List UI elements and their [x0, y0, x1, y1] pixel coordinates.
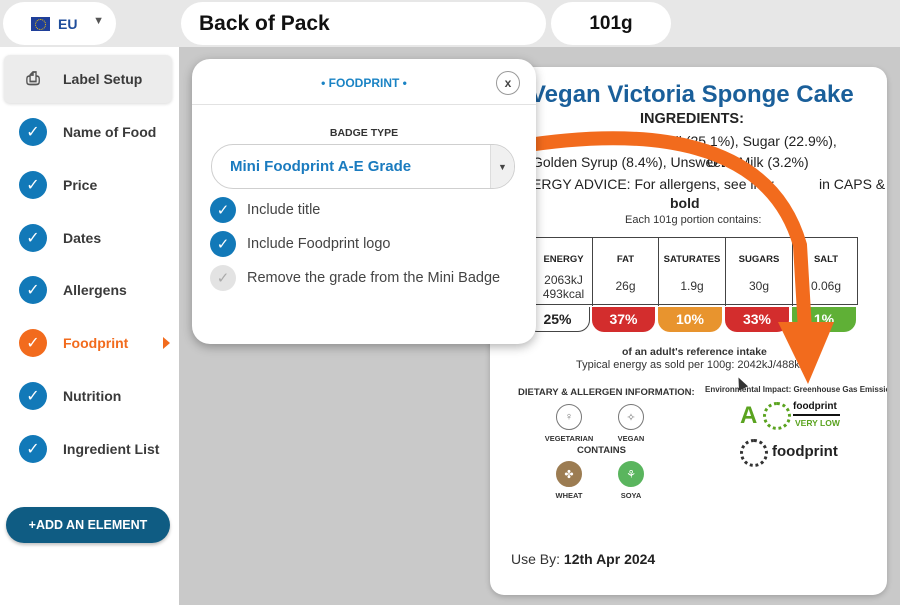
- sidebar-item-label: Dates: [63, 230, 102, 246]
- badge-label: WHEAT: [555, 491, 583, 500]
- use-by-date: 12th Apr 2024: [563, 551, 656, 567]
- soya-icon: ⚘: [618, 461, 644, 487]
- nutrition-table: ENERGY 2063kJ 493kcal FAT 26g SATURATES 1…: [534, 237, 858, 306]
- sidebar-item-label: Price: [63, 177, 98, 193]
- use-by-label: Use By:: [511, 551, 561, 567]
- badge-label: SOYA: [620, 491, 642, 500]
- divider: [192, 104, 536, 105]
- foodprint-grade: A: [740, 402, 758, 429]
- check-icon: ✓: [19, 329, 47, 357]
- sidebar-item-name-of-food[interactable]: ✓ Name of Food: [4, 108, 172, 156]
- remove-grade-checkbox[interactable]: ✓ Remove the grade from the Mini Badge: [210, 265, 500, 291]
- chevron-down-icon: ▼: [490, 145, 514, 188]
- active-arrow-icon: [163, 337, 170, 349]
- foodprint-settings-panel: • FOODPRINT • x BADGE TYPE Mini Foodprin…: [192, 59, 536, 344]
- badge-label: VEGETARIAN: [544, 434, 594, 443]
- nutrition-column: ENERGY 2063kJ 493kcal: [535, 238, 593, 306]
- sidebar-item-label: Foodprint: [63, 335, 129, 351]
- badge-type-value: Mini Foodprint A-E Grade: [230, 158, 412, 175]
- wheat-icon: ✤: [556, 461, 582, 487]
- foodprint-logo-text: foodprint: [772, 443, 838, 460]
- option-label: Remove the grade from the Mini Badge: [247, 270, 501, 286]
- check-icon: ✓: [19, 224, 47, 252]
- badge-type-label: BADGE TYPE: [329, 127, 399, 139]
- chevron-down-icon: ▼: [93, 15, 104, 27]
- foodprint-logo-icon: [740, 439, 768, 467]
- ri-badge-fat: 37%: [592, 307, 655, 332]
- sidebar-item-allergens[interactable]: ✓ Allergens: [4, 266, 172, 314]
- sidebar: ⎙ Label Setup ✓ Name of Food ✓ Price ✓ D…: [0, 47, 179, 605]
- close-button[interactable]: x: [496, 71, 520, 95]
- pack-name-field[interactable]: Back of Pack: [181, 2, 546, 45]
- sidebar-item-price[interactable]: ✓ Price: [4, 161, 172, 209]
- allergy-advice: ERGY ADVICE: For allergens, see ingr: [532, 176, 774, 192]
- check-icon: ✓: [19, 382, 47, 410]
- region-code: EU: [58, 15, 78, 32]
- check-icon: ✓: [19, 435, 47, 463]
- portion-text: Each 101g portion contains:: [625, 214, 762, 226]
- include-logo-checkbox[interactable]: ✓ Include Foodprint logo: [210, 231, 391, 257]
- sidebar-item-dates[interactable]: ✓ Dates: [4, 214, 172, 262]
- badge-label: VEGAN: [617, 434, 645, 443]
- foodprint-globe-icon: [763, 402, 791, 430]
- sidebar-item-label: Label Setup: [63, 71, 143, 87]
- top-bar: EU ▼ Back of Pack 101g: [0, 0, 900, 47]
- ri-badge-saturates: 10%: [658, 307, 722, 332]
- check-icon: ✓: [19, 276, 47, 304]
- printer-icon: ⎙: [26, 69, 40, 88]
- option-label: Include Foodprint logo: [247, 236, 391, 252]
- allergy-advice: in CAPS &: [819, 176, 886, 192]
- add-element-button[interactable]: +ADD AN ELEMENT: [6, 507, 170, 543]
- label-preview: Vegan Victoria Sponge Cake INGREDIENTS: …: [490, 67, 887, 595]
- sidebar-item-label: Ingredient List: [63, 441, 160, 457]
- option-label: Include title: [247, 202, 321, 218]
- include-title-checkbox[interactable]: ✓ Include title: [210, 197, 320, 223]
- foodprint-brand: foodprint: [793, 401, 837, 412]
- food-name: Vegan Victoria Sponge Cake: [530, 81, 854, 108]
- sidebar-item-label: Allergens: [63, 282, 127, 298]
- sidebar-item-foodprint[interactable]: ✓ Foodprint: [4, 319, 172, 367]
- eu-flag-icon: [31, 16, 50, 31]
- pack-weight-field[interactable]: 101g: [551, 2, 671, 45]
- divider: [793, 414, 840, 416]
- ingredients-line: Golden Syrup (8.4%), Unsweete: [532, 154, 733, 170]
- check-icon: ✓: [210, 265, 236, 291]
- contains-heading: CONTAINS: [577, 445, 626, 456]
- check-icon: ✓: [210, 231, 236, 257]
- typical-energy-text: Typical energy as sold per 100g: 2042kJ/…: [576, 359, 800, 371]
- environmental-impact-heading: Environmental Impact: Greenhouse Gas Emi…: [705, 385, 887, 394]
- use-by: Use By: 12th Apr 2024: [511, 551, 655, 567]
- panel-title: • FOODPRINT •: [321, 76, 407, 90]
- badge-type-select[interactable]: Mini Foodprint A-E Grade ▼: [211, 144, 515, 189]
- ri-badge-sugars: 33%: [725, 307, 789, 332]
- sidebar-item-label: Name of Food: [63, 124, 157, 140]
- dietary-heading: DIETARY & ALLERGEN INFORMATION:: [518, 387, 695, 398]
- sidebar-item-label-setup[interactable]: ⎙ Label Setup: [4, 55, 172, 103]
- vegetarian-icon: ♀: [556, 404, 582, 430]
- check-icon: ✓: [210, 197, 236, 223]
- nutrition-column: FAT 26g: [593, 238, 659, 306]
- allergy-advice-bold: bold: [670, 195, 700, 211]
- sidebar-item-ingredient-list[interactable]: ✓ Ingredient List: [4, 425, 172, 473]
- check-icon: ✓: [19, 171, 47, 199]
- ingredients-heading: INGREDIENTS:: [640, 111, 744, 127]
- check-icon: ✓: [19, 118, 47, 146]
- region-selector[interactable]: EU ▼: [3, 2, 116, 45]
- foodprint-level: VERY LOW: [795, 418, 840, 428]
- reference-intake-text: of an adult's reference intake: [622, 346, 767, 358]
- nutrition-column: SALT 0.06g: [810, 254, 842, 293]
- vegan-icon: ✧: [618, 404, 644, 430]
- nutrition-column: SATURATES 1.9g: [659, 238, 726, 306]
- sidebar-item-label: Nutrition: [63, 388, 122, 404]
- nutrition-column: SUGARS 30g: [726, 238, 793, 306]
- sidebar-item-nutrition[interactable]: ✓ Nutrition: [4, 372, 172, 420]
